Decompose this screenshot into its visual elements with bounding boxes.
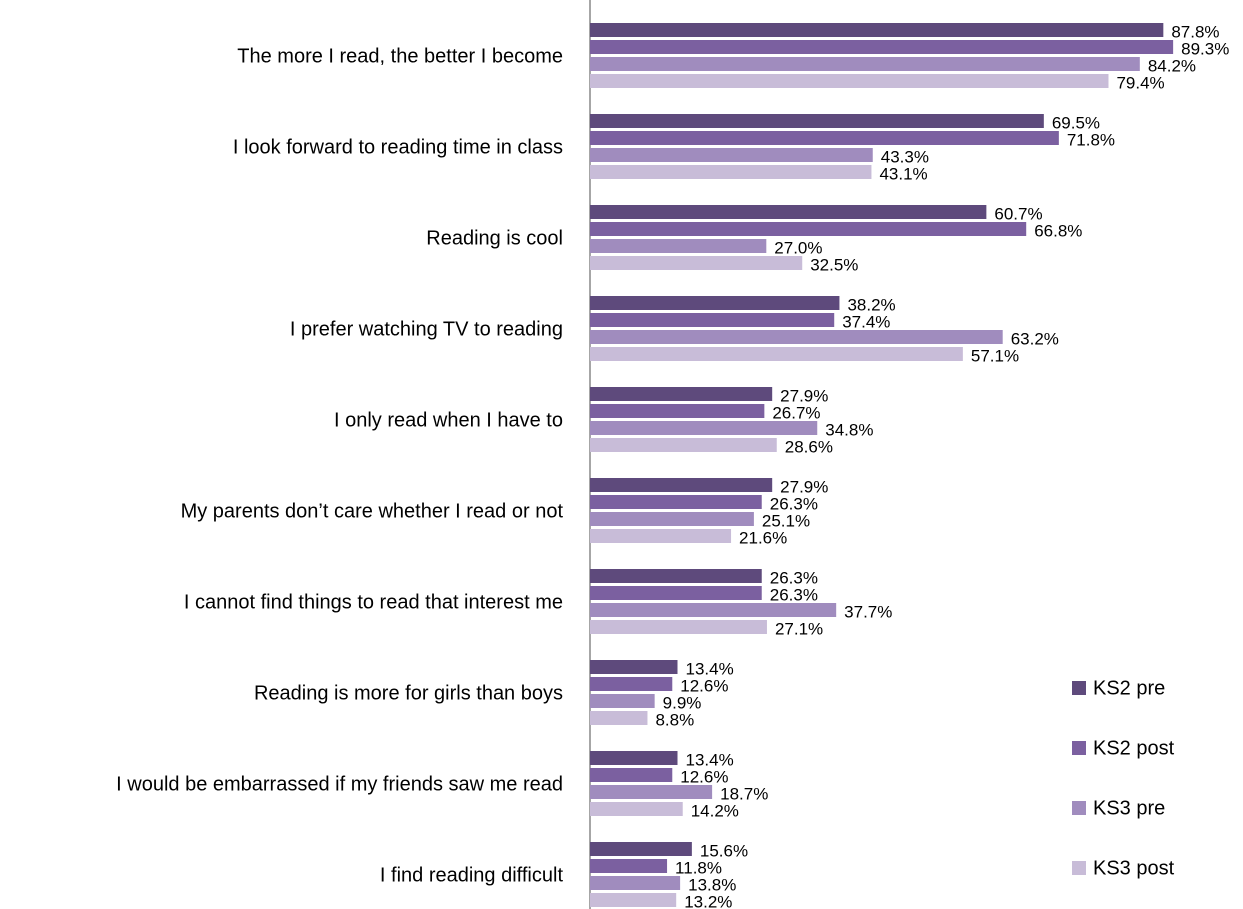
bar	[590, 768, 673, 782]
value-label: 13.8%	[688, 875, 736, 894]
bar	[590, 148, 873, 162]
legend-label: KS3 pre	[1093, 797, 1165, 819]
value-label: 27.9%	[780, 386, 828, 405]
category-label: I prefer watching TV to reading	[290, 318, 563, 340]
category-label: I find reading difficult	[380, 864, 564, 886]
bar	[590, 165, 872, 179]
legend-label: KS3 post	[1093, 857, 1175, 879]
value-label: 26.7%	[772, 403, 820, 422]
value-label: 87.8%	[1171, 22, 1219, 41]
bar	[590, 330, 1003, 344]
value-label: 37.7%	[844, 602, 892, 621]
legend-swatch	[1072, 681, 1086, 695]
category-label: The more I read, the better I become	[237, 45, 563, 67]
legend-label: KS2 post	[1093, 737, 1175, 759]
category-label: I only read when I have to	[334, 409, 563, 431]
category-label: My parents don’t care whether I read or …	[181, 500, 564, 522]
bar	[590, 751, 678, 765]
value-label: 43.1%	[879, 164, 927, 183]
bar	[590, 296, 840, 310]
bar	[590, 677, 673, 691]
value-label: 69.5%	[1052, 113, 1100, 132]
category-label: I would be embarrassed if my friends saw…	[116, 773, 563, 795]
bar	[590, 495, 762, 509]
value-label: 8.8%	[655, 710, 694, 729]
value-label: 14.2%	[691, 801, 739, 820]
bar	[590, 785, 713, 799]
value-label: 27.9%	[780, 477, 828, 496]
value-label: 57.1%	[971, 346, 1019, 365]
value-label: 25.1%	[762, 511, 810, 530]
bar	[590, 57, 1140, 71]
value-label: 89.3%	[1181, 39, 1229, 58]
bar	[590, 205, 987, 219]
bar	[590, 859, 668, 873]
value-label: 38.2%	[847, 295, 895, 314]
value-label: 9.9%	[663, 693, 702, 712]
bar	[590, 40, 1174, 54]
value-label: 28.6%	[785, 437, 833, 456]
value-label: 27.1%	[775, 619, 823, 638]
value-label: 84.2%	[1148, 56, 1196, 75]
bar	[590, 620, 767, 634]
bar	[590, 404, 765, 418]
bar	[590, 842, 692, 856]
value-label: 15.6%	[700, 841, 748, 860]
value-label: 32.5%	[810, 255, 858, 274]
value-label: 21.6%	[739, 528, 787, 547]
value-label: 13.4%	[686, 659, 734, 678]
bar	[590, 131, 1059, 145]
value-label: 63.2%	[1011, 329, 1059, 348]
bar	[590, 694, 655, 708]
bar	[590, 222, 1027, 236]
value-label: 43.3%	[881, 147, 929, 166]
value-label: 13.2%	[684, 892, 732, 909]
value-label: 37.4%	[842, 312, 890, 331]
value-label: 79.4%	[1116, 73, 1164, 92]
value-label: 34.8%	[825, 420, 873, 439]
bar	[590, 347, 963, 361]
value-label: 11.8%	[675, 858, 722, 877]
bar	[590, 438, 777, 452]
value-label: 13.4%	[686, 750, 734, 769]
bar	[590, 876, 681, 890]
bar	[590, 603, 837, 617]
bar	[590, 23, 1164, 37]
legend-swatch	[1072, 801, 1086, 815]
bar	[590, 239, 767, 253]
value-label: 26.3%	[770, 494, 818, 513]
value-label: 18.7%	[720, 784, 768, 803]
bar	[590, 512, 754, 526]
category-label: Reading is cool	[426, 227, 563, 249]
bar	[590, 74, 1109, 88]
value-label: 71.8%	[1067, 130, 1115, 149]
legend-swatch	[1072, 741, 1086, 755]
value-label: 60.7%	[994, 204, 1042, 223]
value-label: 12.6%	[680, 676, 728, 695]
bar	[590, 529, 732, 543]
category-label: I look forward to reading time in class	[233, 136, 563, 158]
bar	[590, 114, 1044, 128]
bar	[590, 256, 803, 270]
bar	[590, 569, 762, 583]
value-label: 12.6%	[680, 767, 728, 786]
bar	[590, 478, 773, 492]
bar	[590, 660, 678, 674]
value-label: 66.8%	[1034, 221, 1082, 240]
category-label: Reading is more for girls than boys	[254, 682, 563, 704]
bar	[590, 387, 773, 401]
bar	[590, 313, 835, 327]
value-label: 27.0%	[774, 238, 822, 257]
legend-label: KS2 pre	[1093, 677, 1165, 699]
value-label: 26.3%	[770, 568, 818, 587]
bar	[590, 421, 818, 435]
bar	[590, 893, 677, 907]
bar	[590, 802, 683, 816]
bar	[590, 586, 762, 600]
legend-swatch	[1072, 861, 1086, 875]
bar	[590, 711, 648, 725]
category-label: I cannot find things to read that intere…	[184, 591, 563, 613]
value-label: 26.3%	[770, 585, 818, 604]
